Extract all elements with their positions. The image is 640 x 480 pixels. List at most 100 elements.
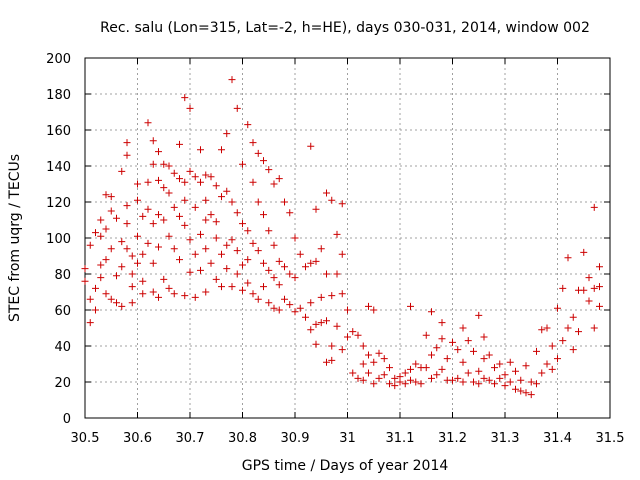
data-point	[323, 317, 330, 325]
data-point	[144, 178, 152, 186]
data-point	[590, 203, 598, 211]
data-point	[212, 275, 220, 283]
data-point	[365, 302, 372, 310]
data-point	[359, 376, 367, 384]
data-point	[559, 284, 567, 292]
data-point	[176, 256, 183, 264]
data-point	[123, 245, 131, 253]
data-point	[254, 247, 262, 255]
data-point	[107, 207, 115, 215]
data-point	[443, 355, 451, 363]
data-point	[380, 355, 388, 363]
data-point	[349, 328, 357, 336]
data-point	[186, 167, 194, 175]
data-point	[202, 245, 210, 253]
data-point	[218, 250, 225, 258]
data-point	[365, 369, 372, 377]
data-point	[260, 157, 267, 165]
data-point	[181, 196, 189, 204]
data-point	[244, 121, 252, 129]
data-point	[186, 104, 194, 112]
data-point	[212, 234, 220, 242]
data-point	[338, 200, 346, 208]
data-point	[254, 198, 262, 206]
data-point	[249, 239, 257, 247]
data-point	[197, 146, 204, 154]
data-point	[407, 376, 414, 384]
data-point	[181, 292, 189, 300]
data-point	[265, 166, 273, 174]
data-point	[223, 187, 231, 195]
data-point	[312, 205, 320, 213]
data-point	[92, 306, 99, 314]
data-point	[370, 358, 378, 366]
x-tick-label: 31.5	[596, 431, 625, 446]
data-point	[181, 178, 189, 186]
data-point	[165, 162, 173, 170]
data-point	[517, 387, 525, 395]
data-point	[464, 337, 472, 345]
data-point	[118, 263, 126, 271]
data-point	[254, 149, 262, 157]
data-point	[527, 391, 535, 399]
data-point	[506, 358, 514, 366]
data-point	[228, 76, 236, 84]
data-point	[517, 376, 525, 384]
y-tick-label: 40	[54, 340, 71, 355]
y-tick-label: 80	[54, 268, 71, 283]
data-point	[312, 320, 320, 328]
data-point	[527, 378, 535, 386]
data-point	[165, 189, 173, 197]
data-point	[81, 277, 89, 285]
data-point	[218, 283, 225, 291]
data-point	[123, 202, 131, 210]
data-point	[433, 344, 441, 352]
data-point	[233, 247, 241, 255]
data-point	[197, 230, 204, 238]
data-point	[139, 250, 147, 258]
data-point	[128, 299, 136, 307]
data-point	[338, 290, 346, 298]
grid-lines	[85, 58, 610, 418]
data-point	[186, 236, 194, 244]
data-point	[228, 236, 236, 244]
data-point	[333, 322, 341, 330]
data-point	[97, 216, 105, 224]
data-point	[249, 178, 257, 186]
y-tick-label: 0	[63, 412, 71, 427]
data-point	[144, 119, 152, 127]
data-point	[170, 290, 178, 298]
data-point	[533, 347, 540, 355]
data-point	[270, 241, 278, 249]
data-point	[454, 374, 462, 382]
y-tick-label: 60	[54, 304, 71, 319]
data-point	[459, 358, 467, 366]
data-point	[328, 342, 336, 350]
data-point	[155, 211, 162, 219]
data-point	[328, 196, 336, 204]
data-point	[344, 306, 351, 314]
data-point	[281, 198, 288, 206]
data-point	[386, 364, 393, 372]
data-point	[317, 245, 325, 253]
data-point	[118, 302, 126, 310]
data-point	[97, 261, 105, 269]
data-point	[548, 365, 556, 373]
data-point	[176, 140, 183, 148]
data-point	[176, 175, 183, 183]
data-point	[144, 205, 152, 213]
data-point	[123, 139, 131, 147]
data-point	[538, 369, 546, 377]
data-point	[202, 216, 210, 224]
data-point	[149, 259, 157, 267]
data-point	[233, 270, 241, 278]
data-point	[338, 250, 346, 258]
data-point	[480, 355, 488, 363]
data-point	[391, 382, 399, 390]
data-point	[401, 369, 409, 377]
y-tick-label: 160	[46, 124, 71, 139]
data-point	[186, 268, 194, 276]
data-point	[149, 137, 157, 145]
data-point	[596, 263, 603, 271]
data-point	[496, 360, 504, 368]
